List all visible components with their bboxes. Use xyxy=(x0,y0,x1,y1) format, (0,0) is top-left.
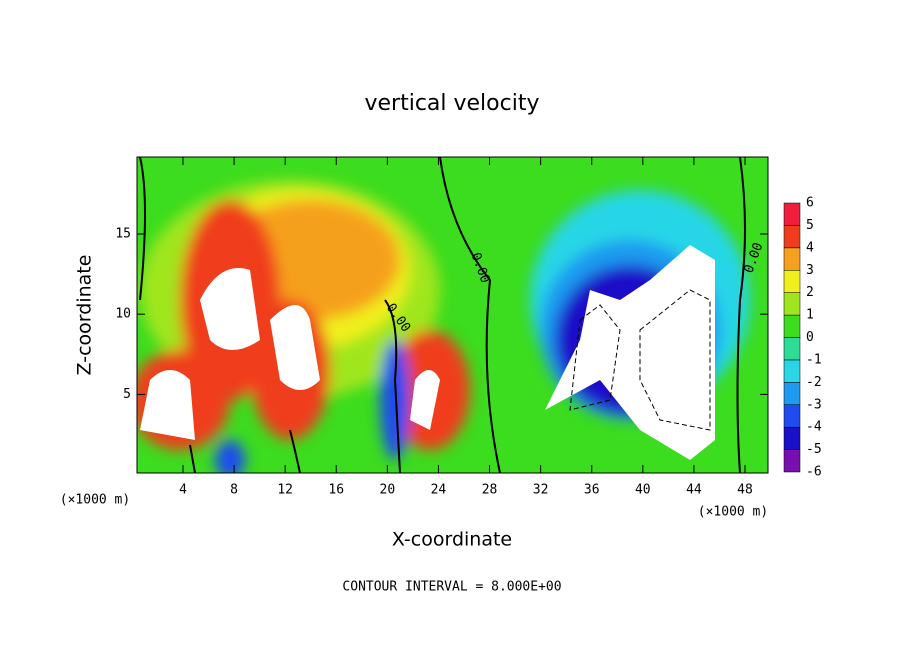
x-tick-label: 12 xyxy=(277,483,293,498)
x-tick-label: 32 xyxy=(533,483,549,498)
x-tick-label: 28 xyxy=(482,483,498,498)
colorbar-label: 0 xyxy=(806,330,814,345)
colorbar-band xyxy=(783,449,801,473)
colorbar-band xyxy=(783,382,801,406)
x-tick-label: 16 xyxy=(328,483,344,498)
x-tick-label: 36 xyxy=(584,483,600,498)
colorbar-label: 4 xyxy=(806,240,814,255)
x-tick-label: 8 xyxy=(230,483,238,498)
colorbar-label: -1 xyxy=(806,352,822,367)
x-tick-label: 24 xyxy=(431,483,447,498)
x-tick-label: 20 xyxy=(380,483,396,498)
colorbar-band xyxy=(783,292,801,316)
colorbar-label: -6 xyxy=(806,465,822,480)
colorbar-label: 2 xyxy=(806,285,814,300)
colorbar-band xyxy=(783,359,801,383)
colorbar-band xyxy=(783,404,801,428)
y-tick-label: 15 xyxy=(115,226,131,241)
field xyxy=(137,157,768,473)
colorbar-band xyxy=(783,314,801,338)
x-tick-label: 40 xyxy=(635,483,651,498)
footer: CONTOUR INTERVAL = 8.000E+00 xyxy=(342,580,561,595)
colorbar-label: -5 xyxy=(806,442,822,457)
x-tick-label: 4 xyxy=(179,483,187,498)
colorbar-band xyxy=(783,337,801,361)
chart-title: vertical velocity xyxy=(364,91,539,116)
x-tick-label: 44 xyxy=(686,483,702,498)
x-unit-label: (×1000 m) xyxy=(698,505,768,520)
x-axis-label: X-coordinate xyxy=(392,529,512,551)
colorbar-label: 6 xyxy=(806,196,814,211)
colorbar-band xyxy=(783,270,801,293)
x-tick-label: 48 xyxy=(737,483,753,498)
x-unit-label: (×1000 m) xyxy=(60,493,130,508)
y-axis-label: Z-coordinate xyxy=(74,255,96,376)
colorbar-label: -3 xyxy=(806,397,822,412)
colorbar-band xyxy=(783,225,801,249)
plot-frame xyxy=(136,156,769,474)
colorbar-band xyxy=(783,426,801,450)
y-tick-label: 10 xyxy=(115,307,131,322)
colorbar-band xyxy=(783,247,801,271)
colorbar-label: -2 xyxy=(806,375,822,390)
colorbar-label: 1 xyxy=(806,308,814,323)
colorbar-label: 3 xyxy=(806,263,814,278)
colorbar-band xyxy=(783,202,801,226)
colorbar-label: -4 xyxy=(806,420,822,435)
y-tick-label: 5 xyxy=(123,387,131,402)
colorbar-label: 5 xyxy=(806,218,814,233)
